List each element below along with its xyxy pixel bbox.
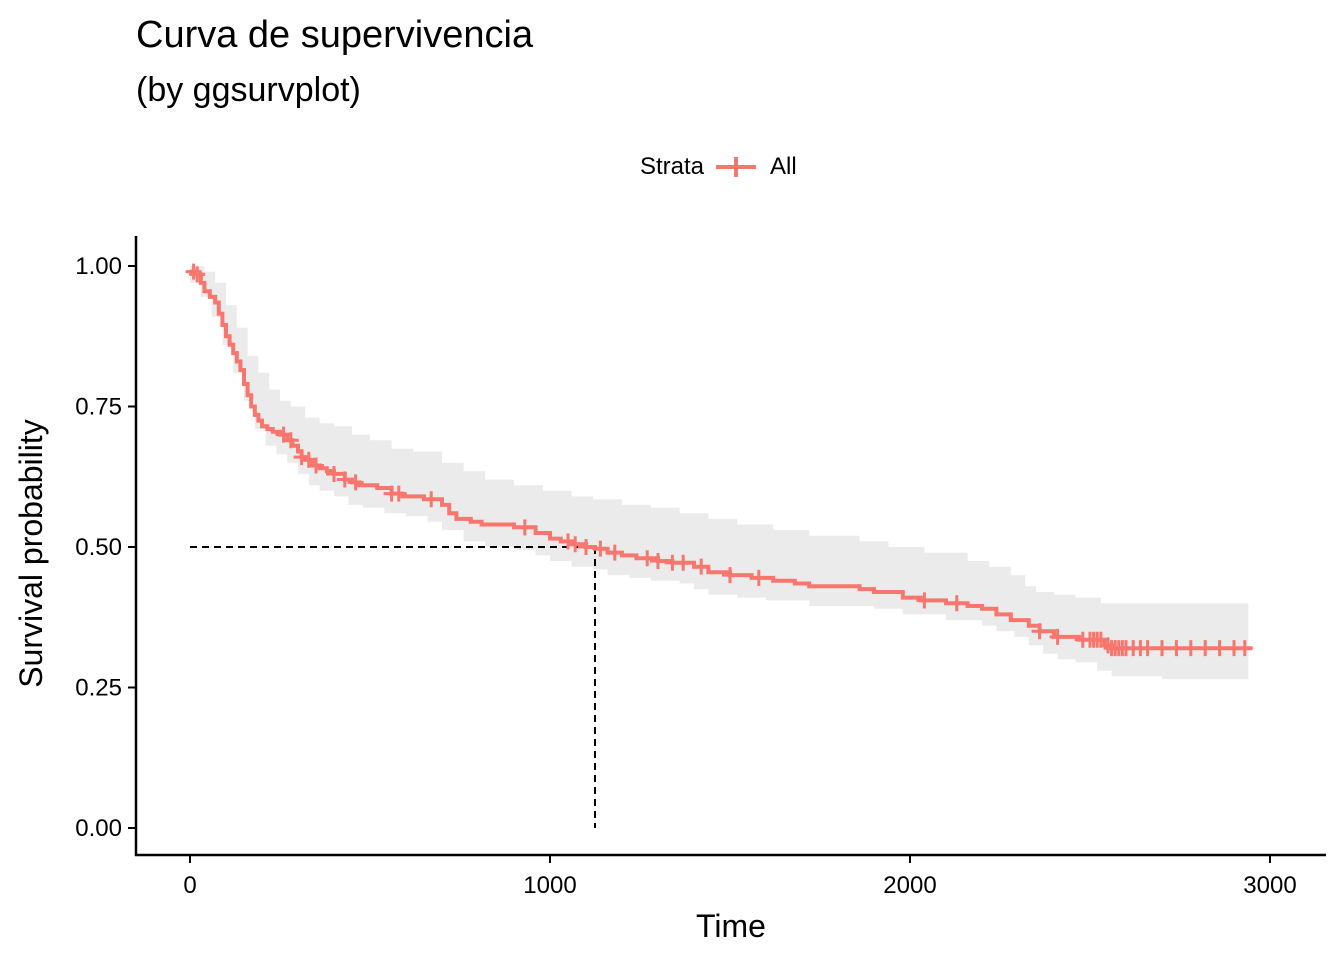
censor-mark [1154, 640, 1170, 657]
censor-mark [293, 449, 310, 466]
censor-mark [1182, 640, 1199, 657]
censor-mark [578, 539, 594, 555]
x-axis-title: Time [696, 908, 766, 944]
confidence-ribbon [190, 266, 1249, 682]
censor-marks [185, 263, 1253, 657]
censor-mark [639, 550, 656, 567]
legend-label-all: All [770, 153, 797, 180]
censor-mark [390, 485, 407, 502]
chart-subtitle: (by ggsurvplot) [136, 71, 361, 109]
survival-curve-all [190, 269, 1252, 651]
x-tick-label: 3000 [1243, 872, 1296, 899]
censor-mark [1168, 640, 1185, 657]
censor-mark [516, 519, 533, 536]
chart-title: Curva de supervivencia [136, 14, 534, 56]
y-axis-title: Survival probability [13, 419, 49, 688]
y-tick-label: 0.00 [75, 815, 122, 842]
censor-mark [606, 544, 623, 561]
y-tick-label: 1.00 [75, 253, 122, 280]
censor-mark [189, 266, 206, 283]
censor-mark [1139, 640, 1156, 657]
censor-mark [1031, 623, 1048, 640]
x-tick-label: 2000 [883, 872, 936, 899]
censor-mark [722, 567, 738, 584]
censor-mark [560, 533, 576, 550]
censor-mark [1197, 640, 1214, 657]
censor-mark [1100, 637, 1116, 654]
legend-key-all [716, 157, 757, 177]
x-tick-label: 1000 [523, 872, 576, 899]
censor-mark [185, 263, 202, 280]
censor-mark [423, 491, 440, 508]
y-tick-label: 0.25 [75, 675, 122, 702]
y-tick-label: 0.50 [75, 534, 122, 561]
censor-mark [650, 553, 666, 570]
legend: Strata All [640, 152, 797, 182]
censor-mark [592, 540, 609, 557]
x-tick-label: 0 [183, 872, 196, 899]
censor-mark [948, 595, 965, 612]
censor-mark [675, 554, 692, 571]
y-tick-label: 0.75 [75, 394, 122, 421]
censor-mark [282, 432, 299, 449]
censor-mark [347, 474, 364, 491]
censor-mark [1049, 628, 1066, 645]
censor-mark [336, 471, 353, 488]
legend-title: Strata [640, 153, 705, 180]
censor-mark [916, 592, 933, 609]
censor-mark [1211, 640, 1228, 657]
censor-mark [750, 569, 767, 586]
censor-mark [308, 457, 324, 474]
censor-mark [1236, 640, 1253, 657]
censor-mark [567, 536, 584, 553]
censor-mark [326, 465, 342, 482]
censor-mark [693, 558, 710, 575]
